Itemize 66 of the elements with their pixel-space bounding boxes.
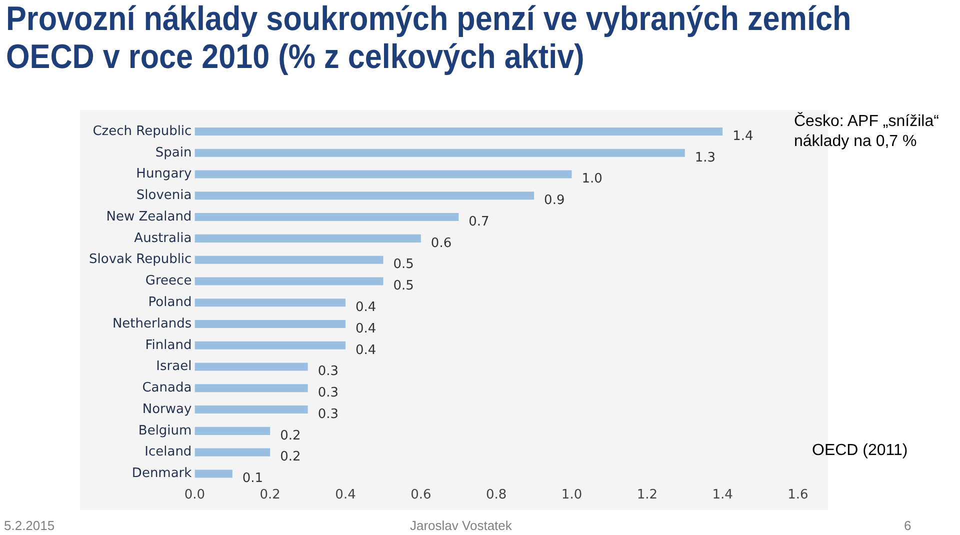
data-label: 0.7 (468, 214, 490, 230)
y-tick-label: Belgium (138, 423, 192, 438)
x-tick-label: 1.0 (561, 488, 582, 503)
bar (194, 170, 572, 178)
bar (194, 277, 384, 286)
y-tick-label: Denmark (132, 466, 192, 482)
y-tick-label: Poland (148, 294, 192, 310)
y-tick-label: Finland (145, 338, 192, 353)
data-label: 0.4 (356, 300, 376, 315)
y-tick-label: Hungary (136, 166, 192, 182)
x-tick-label: 0.4 (335, 488, 356, 503)
bar (194, 148, 685, 157)
y-tick-label: Canada (142, 380, 192, 396)
data-label: 0.9 (544, 193, 565, 208)
data-label: 0.2 (280, 428, 301, 444)
x-tick-label: 0.2 (260, 488, 280, 503)
y-tick-label: Czech Republic (92, 124, 192, 139)
text: OECD (2011) (812, 442, 908, 460)
data-label: 0.5 (393, 257, 414, 272)
bar (194, 341, 346, 350)
bar (194, 406, 308, 414)
x-tick-label: 0.8 (486, 488, 507, 503)
data-label: 0.3 (318, 406, 339, 422)
y-tick-label: New Zealand (106, 209, 192, 224)
y-tick-label: Greece (145, 274, 192, 289)
bar (194, 256, 384, 264)
annotation: Česko: APF „snížila“ náklady na 0,7 % (794, 112, 940, 152)
data-label: 0.2 (280, 450, 301, 465)
y-tick-label: Slovenia (136, 188, 192, 204)
text: 5.2.2015 (4, 518, 55, 533)
bar (194, 384, 308, 392)
bar (194, 362, 308, 371)
chart-title: Provozní náklady soukromých penzí ve vybraných zemích OECD v roce 2010 (% z celkových aktiv) (6, 0, 852, 76)
data-label: 0.5 (393, 278, 414, 294)
bar (194, 320, 346, 328)
bar (194, 127, 723, 136)
x-tick-label: 1.2 (636, 488, 658, 503)
data-label: 1.0 (582, 172, 602, 187)
data-label: 0.4 (356, 342, 376, 358)
bar (194, 213, 459, 222)
bar (194, 298, 346, 307)
y-tick-label: Iceland (144, 444, 192, 460)
data-label: 0.6 (430, 236, 452, 251)
x-tick-label: 1.4 (712, 488, 733, 503)
data-label: 0.4 (356, 321, 376, 336)
x-tick-label: 0.6 (410, 488, 432, 503)
bar (194, 234, 421, 242)
y-tick-label: Norway (142, 402, 192, 417)
y-tick-label: Slovak Republic (88, 252, 192, 268)
x-tick-label: 0.0 (184, 488, 206, 503)
bar (194, 448, 270, 456)
data-label: 0.3 (318, 364, 339, 380)
x-tick-label: 1.6 (788, 488, 808, 503)
data-label: 1.4 (732, 128, 754, 144)
y-tick-label: Israel (156, 359, 192, 374)
bar (194, 192, 534, 200)
data-label: 0.3 (318, 386, 339, 401)
text: Jaroslav Vostatek (410, 518, 512, 533)
data-label: 0.1 (242, 471, 264, 486)
y-tick-label: Netherlands (112, 316, 192, 332)
bar (194, 426, 270, 435)
y-tick-label: Australia (134, 230, 192, 246)
data-label: 1.3 (694, 150, 716, 166)
text: 6 (904, 518, 912, 533)
y-tick-label: Spain (155, 145, 192, 160)
bar (194, 470, 232, 478)
